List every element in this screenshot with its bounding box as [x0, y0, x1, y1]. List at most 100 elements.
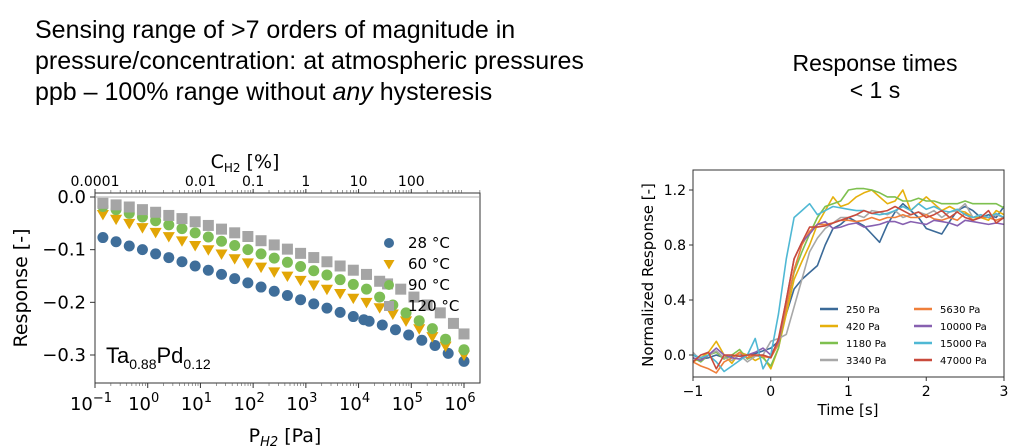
data-point-28C — [403, 329, 415, 341]
data-point-28C — [376, 319, 388, 331]
data-point-90C — [255, 248, 267, 260]
data-point-120C — [458, 328, 470, 340]
legend-marker — [384, 238, 394, 248]
data-point-120C — [281, 243, 293, 255]
x-tick-label: 1 — [844, 384, 853, 400]
x-tick-exp: 2 — [256, 391, 264, 406]
x-tick-label: 10−1 — [70, 391, 112, 415]
data-point-60C — [268, 267, 281, 278]
plot-frame — [94, 192, 481, 384]
headline-line-3-pre: ppb – 100% range without — [35, 78, 333, 106]
top-tick-label: 0.01 — [185, 174, 216, 190]
headline: Sensing range of >7 orders of magnitude … — [35, 15, 584, 108]
y-axis-label: Normalized Response [-] — [639, 183, 657, 367]
x-tick-exp: −1 — [93, 391, 112, 406]
data-point-60C — [307, 280, 320, 292]
legend-label: 15000 Pa — [940, 339, 987, 350]
legend-label: 120 °C — [408, 297, 459, 315]
top-tick-label: 0.0001 — [71, 174, 120, 190]
legend-label: 1180 Pa — [846, 339, 886, 350]
data-point-90C — [374, 291, 386, 303]
headline-emphasis: any — [332, 78, 373, 106]
response-times-line-1: Response times — [792, 50, 958, 76]
data-point-60C — [162, 232, 175, 243]
top-axis-ticks: 0.0001 0.01 0.1 1 10 100 — [71, 174, 481, 193]
data-point-90C — [295, 261, 307, 273]
data-point-28C — [242, 277, 254, 289]
data-point-60C — [202, 245, 215, 256]
data-point-60C — [281, 271, 294, 283]
data-point-28C — [416, 334, 428, 346]
data-point-120C — [447, 317, 459, 329]
legend-label: 60 °C — [408, 255, 450, 273]
data-point-120C — [136, 204, 148, 216]
headline-line-3: ppb – 100% range without any hysteresis — [35, 77, 584, 108]
y-tick-label: 0.8 — [664, 238, 686, 254]
x-tick-label: 102 — [234, 391, 265, 415]
legend-label: 5630 Pa — [940, 305, 980, 316]
legend-label: 250 Pa — [846, 305, 880, 316]
data-point-120C — [334, 260, 346, 272]
data-point-120C — [110, 199, 122, 211]
y-tick-label: 0.0 — [57, 187, 86, 208]
data-point-90C — [400, 307, 412, 319]
data-point-120C — [189, 216, 201, 228]
data-point-60C — [413, 324, 426, 335]
x-tick-label: 100 — [128, 391, 159, 415]
data-point-28C — [136, 244, 148, 256]
data-point-28C — [389, 324, 401, 336]
data-point-60C — [399, 316, 413, 327]
data-point-28C — [308, 298, 320, 310]
data-point-120C — [374, 275, 386, 287]
x-tick-base: 10 — [70, 394, 93, 415]
legend: 250 Pa 420 Pa 1180 Pa 3340 Pa 5630 Pa 10000 P… — [820, 305, 987, 367]
data-point-120C — [202, 219, 214, 231]
data-point-90C — [176, 223, 188, 235]
data-point-120C — [216, 223, 228, 235]
data-point-90C — [163, 219, 175, 231]
data-point-90C — [458, 344, 470, 356]
data-point-28C — [189, 260, 201, 272]
x-tick-base: 10 — [392, 394, 415, 415]
top-tick-label: 10 — [350, 174, 368, 190]
data-point-28C — [281, 289, 293, 301]
data-point-120C — [321, 256, 333, 268]
series-line-250Pa — [693, 202, 1004, 360]
y-tick-label: −0.2 — [42, 292, 86, 313]
data-point-28C — [255, 281, 267, 293]
data-point-28C — [458, 355, 470, 367]
legend-label: 90 °C — [408, 276, 450, 294]
data-point-120C — [229, 227, 241, 239]
legend: 28 °C 60 °C 90 °C 120 °C — [383, 234, 459, 315]
y-axis-ticks: 0.0 −0.1 −0.2 −0.3 — [42, 187, 95, 366]
series-line-420Pa — [693, 189, 1004, 370]
legend-label: 47000 Pa — [940, 356, 987, 367]
data-point-90C — [413, 315, 425, 327]
legend-label: 420 Pa — [846, 322, 880, 333]
x-tick-base: 10 — [286, 394, 309, 415]
data-point-60C — [373, 303, 386, 314]
data-point-120C — [295, 247, 307, 259]
data-point-120C — [408, 291, 420, 303]
data-points — [96, 197, 471, 367]
data-point-120C — [176, 213, 188, 225]
legend-marker — [383, 260, 395, 270]
data-point-60C — [215, 249, 228, 260]
data-point-28C — [123, 240, 135, 252]
data-point-60C — [320, 284, 333, 296]
data-point-28C — [295, 294, 307, 306]
data-point-90C — [321, 269, 333, 281]
data-point-60C — [334, 288, 347, 300]
data-point-28C — [363, 315, 375, 327]
response-times-line-2: < 1 s — [849, 77, 901, 103]
y-tick-label: 0.0 — [664, 348, 686, 364]
y-tick-label: 1.2 — [664, 183, 686, 199]
x-tick-exp: 5 — [415, 391, 423, 406]
data-point-90C — [189, 227, 201, 239]
series-line-47000Pa — [693, 205, 1004, 370]
x-tick-exp: 1 — [204, 391, 212, 406]
data-point-90C — [150, 215, 162, 227]
data-point-90C — [202, 231, 214, 243]
legend-marker — [384, 301, 394, 311]
